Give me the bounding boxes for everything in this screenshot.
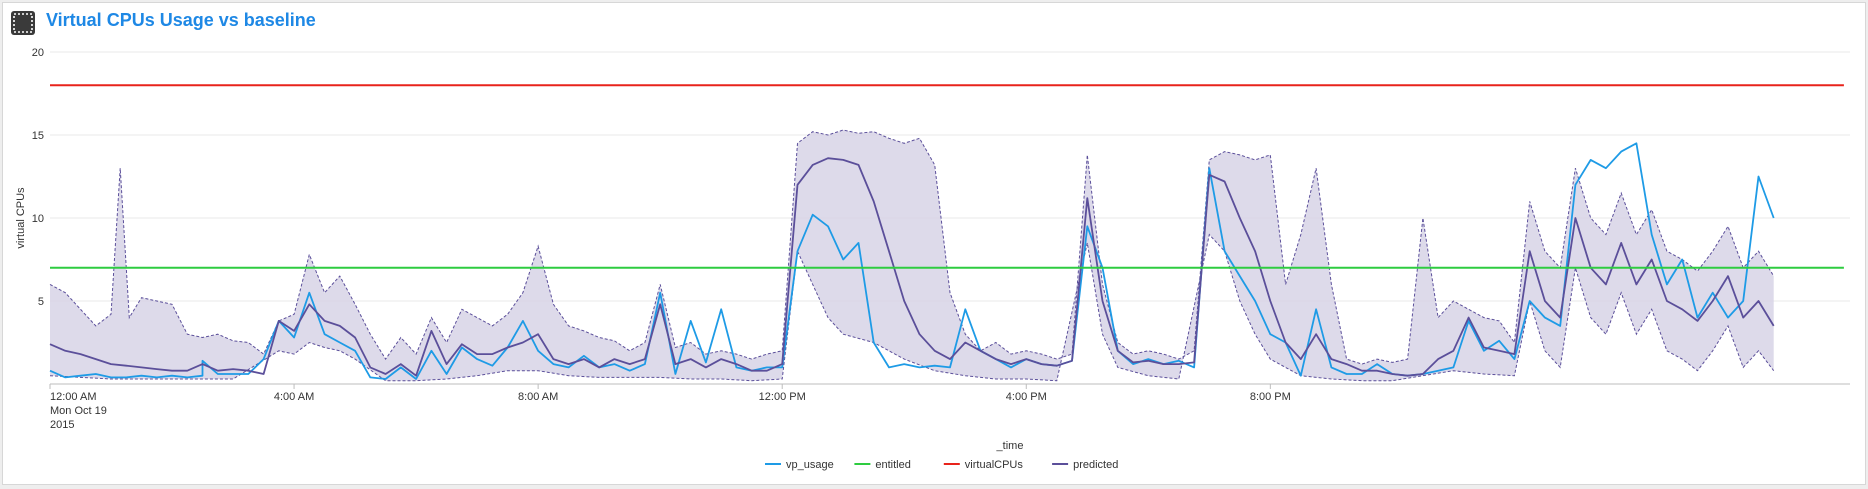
predicted-band (50, 130, 1774, 381)
x-tick-label: 8:00 AM (518, 391, 558, 403)
x-tick-label: 12:00 PM (759, 391, 806, 403)
x-tick-label: 4:00 PM (1006, 391, 1047, 403)
cpu-chip-icon (11, 11, 35, 35)
legend-label-vp_usage: vp_usage (786, 459, 834, 471)
series-line-predicted (49, 157, 1775, 377)
y-tick-label: 20 (32, 47, 44, 59)
x-axis-title: _time (996, 440, 1024, 452)
x-tick-label: 4:00 AM (274, 391, 314, 403)
panel-title: Virtual CPUs Usage vs baseline (46, 10, 316, 30)
legend-label-predicted: predicted (1073, 459, 1118, 471)
y-tick-label: 15 (32, 130, 44, 142)
band-upper-line (49, 129, 1775, 365)
x-tick-label: 12:00 AM (50, 391, 96, 403)
x-tick-sublabel: Mon Oct 19 (50, 405, 107, 417)
legend-label-virtualCPUs: virtualCPUs (965, 459, 1024, 471)
series-line-vp_usage (49, 142, 1775, 380)
y-tick-label: 10 (32, 213, 44, 225)
band-lower-line (49, 233, 1775, 382)
legend-label-entitled: entitled (875, 459, 910, 471)
x-tick-label: 8:00 PM (1250, 391, 1291, 403)
y-tick-label: 5 (38, 296, 44, 308)
y-axis-title: virtual CPUs (15, 187, 27, 249)
x-tick-sublabel: 2015 (50, 419, 74, 431)
